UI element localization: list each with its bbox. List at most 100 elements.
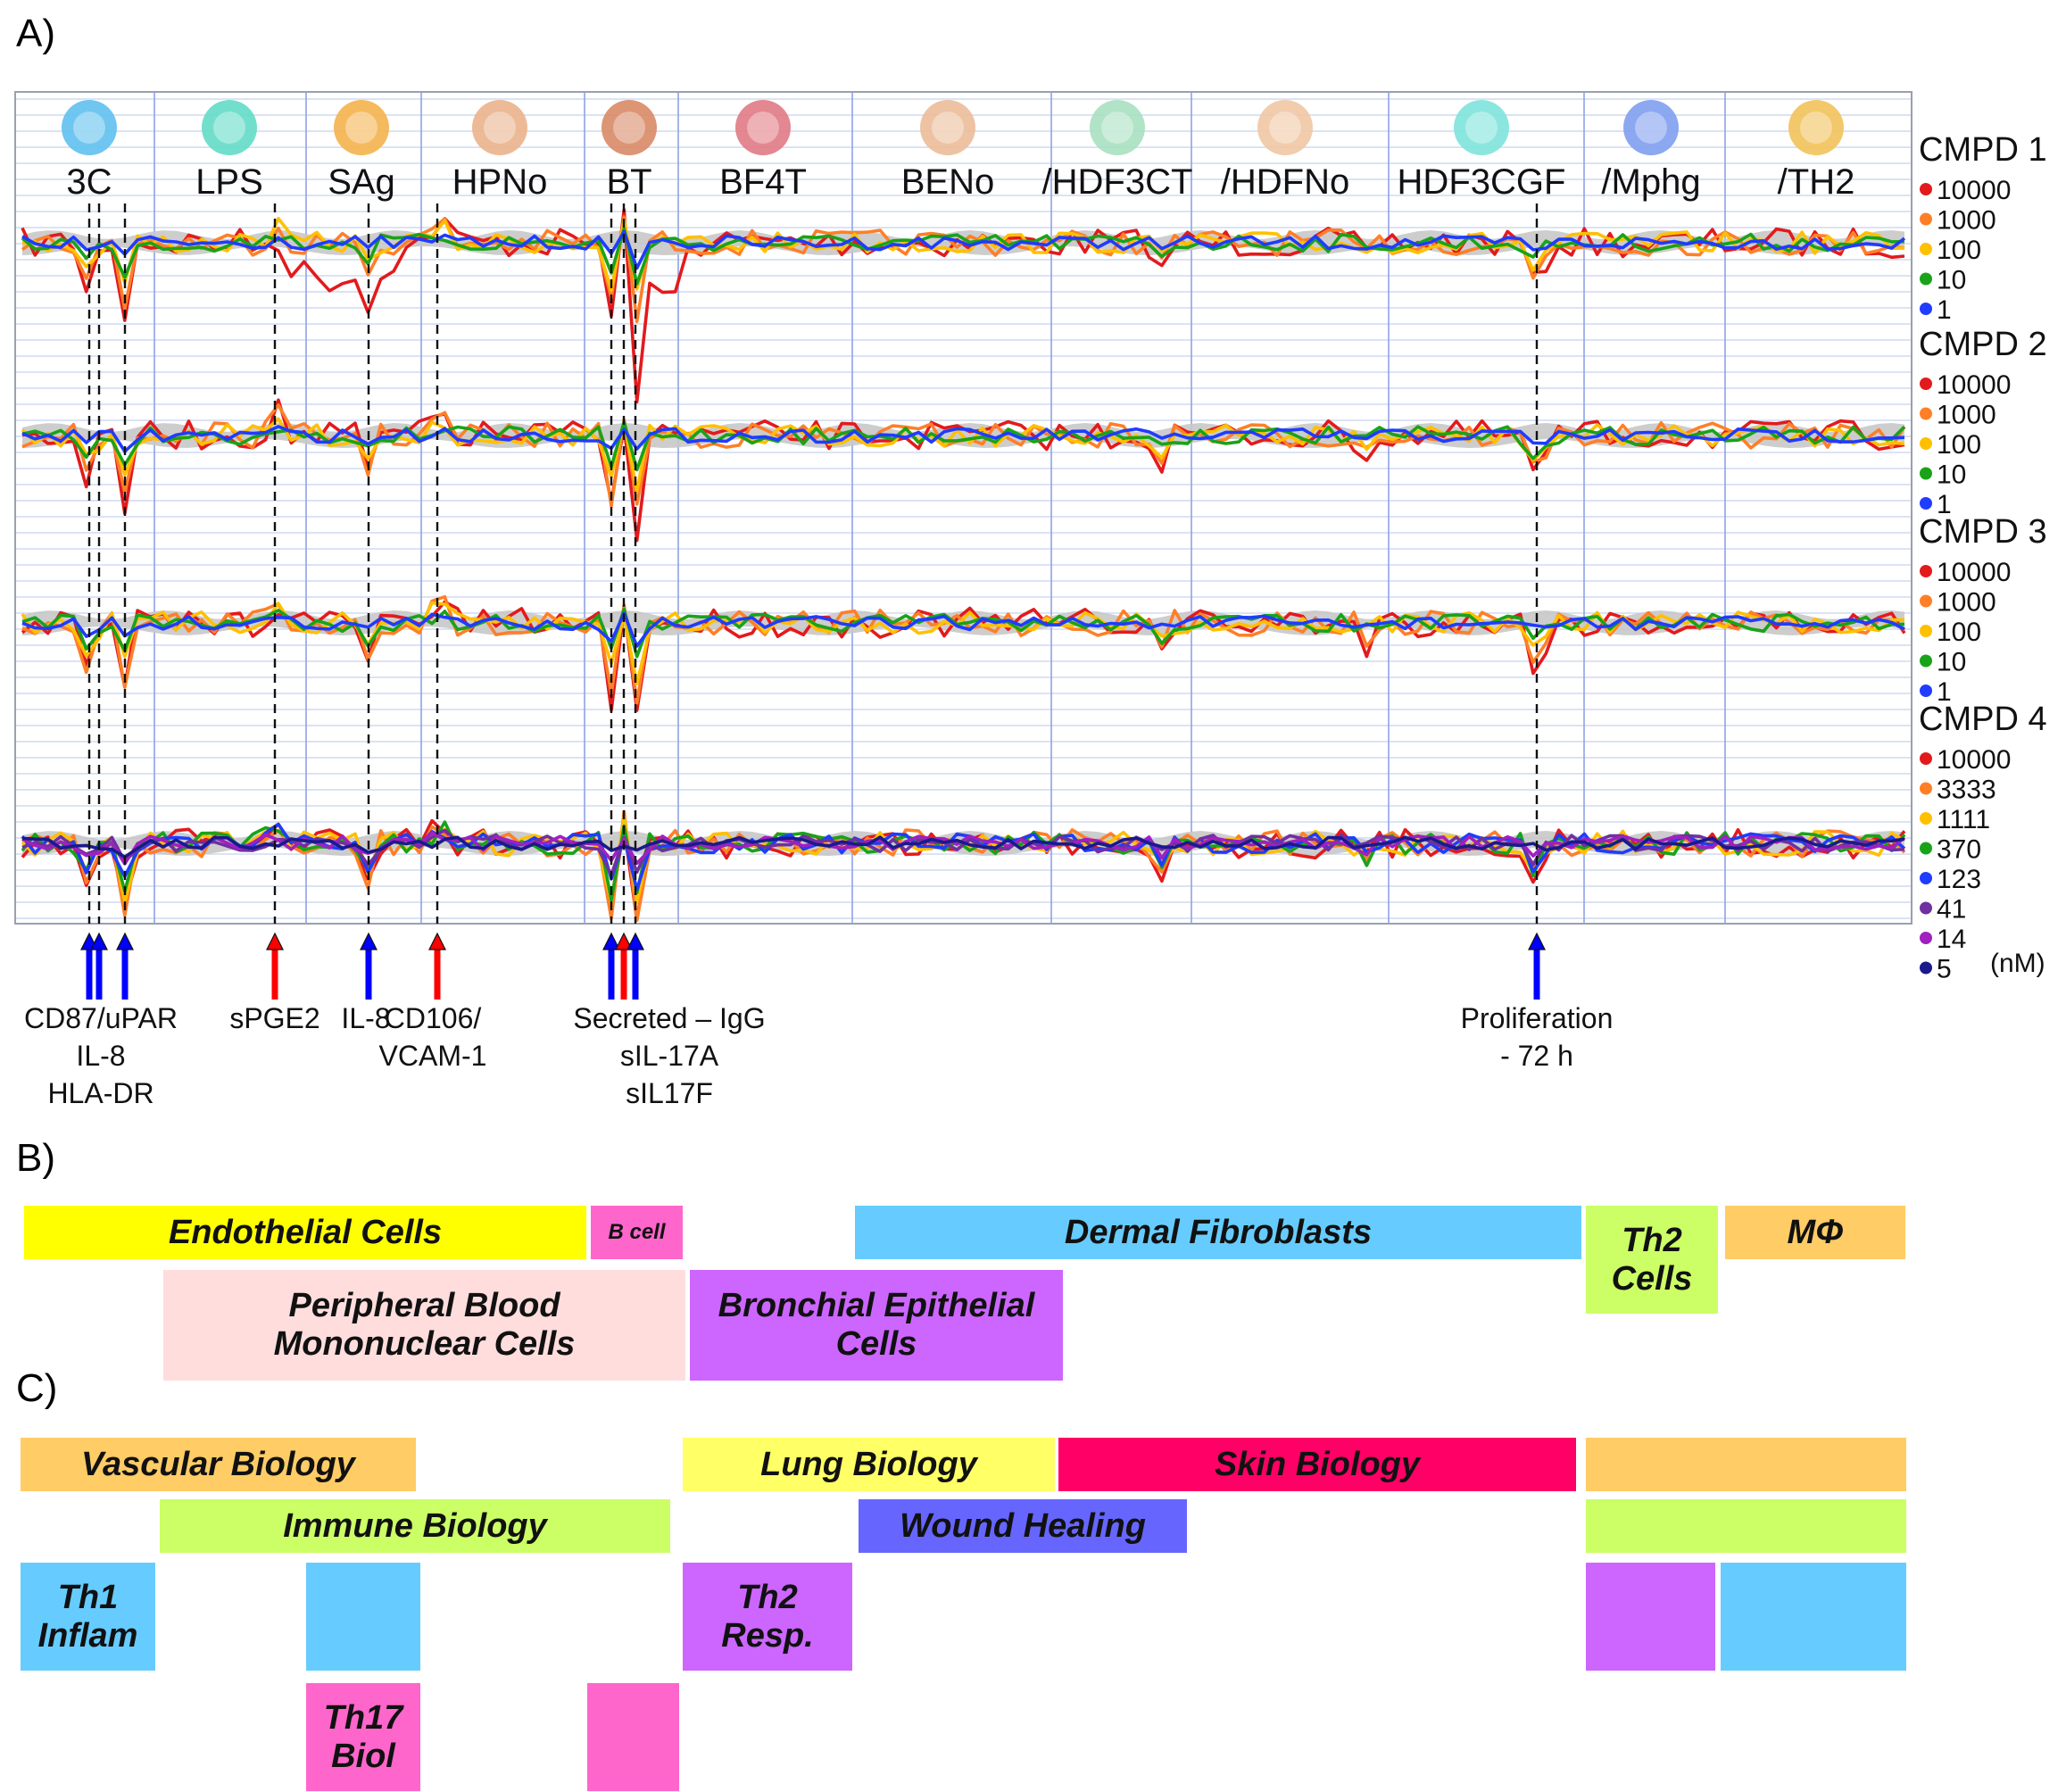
endothelial-cell-icon [62, 100, 117, 155]
legend-swatch [1920, 961, 1932, 975]
readout-label: sPGE2 [229, 1002, 319, 1034]
readout-label: - 72 h [1500, 1040, 1573, 1072]
system-label: /TH2 [1778, 162, 1855, 202]
legend-swatch [1920, 872, 1932, 884]
system-label: /HDF3CT [1042, 162, 1193, 202]
up-arrow-icon [602, 932, 620, 1000]
legend-swatch [1920, 594, 1932, 608]
icon-disc [920, 100, 975, 155]
disease-area-band [1586, 1563, 1715, 1671]
arrow-head [116, 932, 134, 950]
icon-disc [1090, 100, 1145, 155]
system-label: SAg [328, 162, 395, 202]
arrow-head [626, 932, 644, 950]
series-line-3-10 [21, 607, 1905, 659]
readout-arrows [80, 932, 1546, 1000]
series-line-4-14 [21, 831, 1906, 866]
fibroblast-icon [1257, 100, 1313, 155]
system-label: BF4T [719, 162, 807, 202]
system-label: BENo [901, 162, 995, 202]
legend-concentration: 10000 [1937, 176, 2011, 205]
cell-type-band: B cell [591, 1206, 683, 1259]
legend-concentration: 370 [1937, 835, 1981, 865]
legend-swatch [1920, 243, 1932, 255]
legend-concentration: 100 [1937, 430, 1981, 460]
disease-area-band: Th17 Biol [306, 1683, 420, 1791]
legend-swatch [1920, 565, 1932, 577]
legend-swatch [1920, 212, 1932, 226]
system-label: LPS [195, 162, 263, 202]
disease-area-band [1721, 1563, 1906, 1671]
series-line-2-10000 [21, 398, 1905, 543]
icon-disc [1257, 100, 1313, 155]
disease-area-band [1586, 1438, 1906, 1491]
legend-swatch [1920, 497, 1932, 510]
legend-concentration: 41 [1937, 895, 1966, 925]
fibroblast-icon [1454, 100, 1509, 155]
cell-type-band: Bronchial Epithelial Cells [690, 1270, 1063, 1381]
legend-concentration: 100 [1937, 236, 1981, 265]
icon-core [1465, 112, 1498, 144]
cell-type-band: Dermal Fibroblasts [855, 1206, 1581, 1259]
cell-type-band: Th2 Cells [1586, 1206, 1718, 1314]
system-dividers [153, 92, 1726, 924]
series-line-2-1 [21, 425, 1905, 453]
legend-concentration: 1000 [1937, 401, 1996, 430]
legend-concentration: 10000 [1937, 558, 2011, 587]
legend-concentration: 1 [1937, 490, 1952, 519]
readout-label: CD106/ [385, 1002, 482, 1034]
legend-concentration: 10 [1937, 266, 1966, 295]
legend-swatch [1920, 812, 1932, 825]
legend-swatch [1920, 932, 1932, 944]
legend-concentration: 14 [1937, 925, 1966, 954]
icon-disc [1454, 100, 1509, 155]
icon-core [747, 112, 779, 144]
legend-concentration: 5 [1937, 955, 1952, 984]
cell-type-band: Peripheral Blood Mononuclear Cells [163, 1270, 685, 1381]
disease-area-band: Lung Biology [683, 1438, 1055, 1491]
legend-concentration: 1 [1937, 295, 1952, 325]
icon-core [1101, 112, 1133, 144]
legend-concentration: 3333 [1937, 776, 1996, 805]
system-label: BT [606, 162, 651, 202]
compound-profiles [21, 208, 1906, 922]
disease-area-band: Immune Biology [160, 1499, 670, 1553]
icon-core [1269, 112, 1301, 144]
up-arrow-icon [428, 932, 446, 1000]
series-line-1-100 [21, 217, 1905, 292]
system-icons [62, 100, 1844, 155]
icon-disc [735, 100, 791, 155]
system-label: /HDFNo [1221, 162, 1349, 202]
icon-disc [1623, 100, 1679, 155]
legend-compound-name: CMPD 1 [1919, 131, 2047, 169]
pbmc-icon [202, 100, 257, 155]
icon-core [345, 112, 378, 144]
disease-area-band: Vascular Biology [21, 1438, 416, 1491]
icon-core [73, 112, 105, 144]
legend-swatch [1920, 625, 1932, 637]
icon-core [484, 112, 516, 144]
arrow-head [602, 932, 620, 950]
legend-swatch [1920, 437, 1932, 450]
legend-swatch [1920, 901, 1932, 915]
legend-swatch [1920, 684, 1932, 697]
disease-area-band [1586, 1499, 1906, 1553]
series-line-4-1111 [21, 815, 1905, 904]
plot-frame [14, 91, 1913, 925]
plot-grid [15, 98, 1912, 919]
cell-type-band: MΦ [1725, 1206, 1905, 1259]
b-cell-icon [602, 100, 657, 155]
icon-disc [472, 100, 527, 155]
legend-swatch [1920, 407, 1932, 420]
legend-concentration: 1000 [1937, 588, 1996, 618]
arrow-head [360, 932, 378, 950]
readout-label: sIL17F [626, 1077, 713, 1109]
icon-core [1800, 112, 1832, 144]
readout-label: Proliferation [1461, 1002, 1614, 1034]
up-arrow-icon [90, 932, 108, 1000]
pbmc-icon [334, 100, 389, 155]
system-label: /Mphg [1601, 162, 1700, 202]
